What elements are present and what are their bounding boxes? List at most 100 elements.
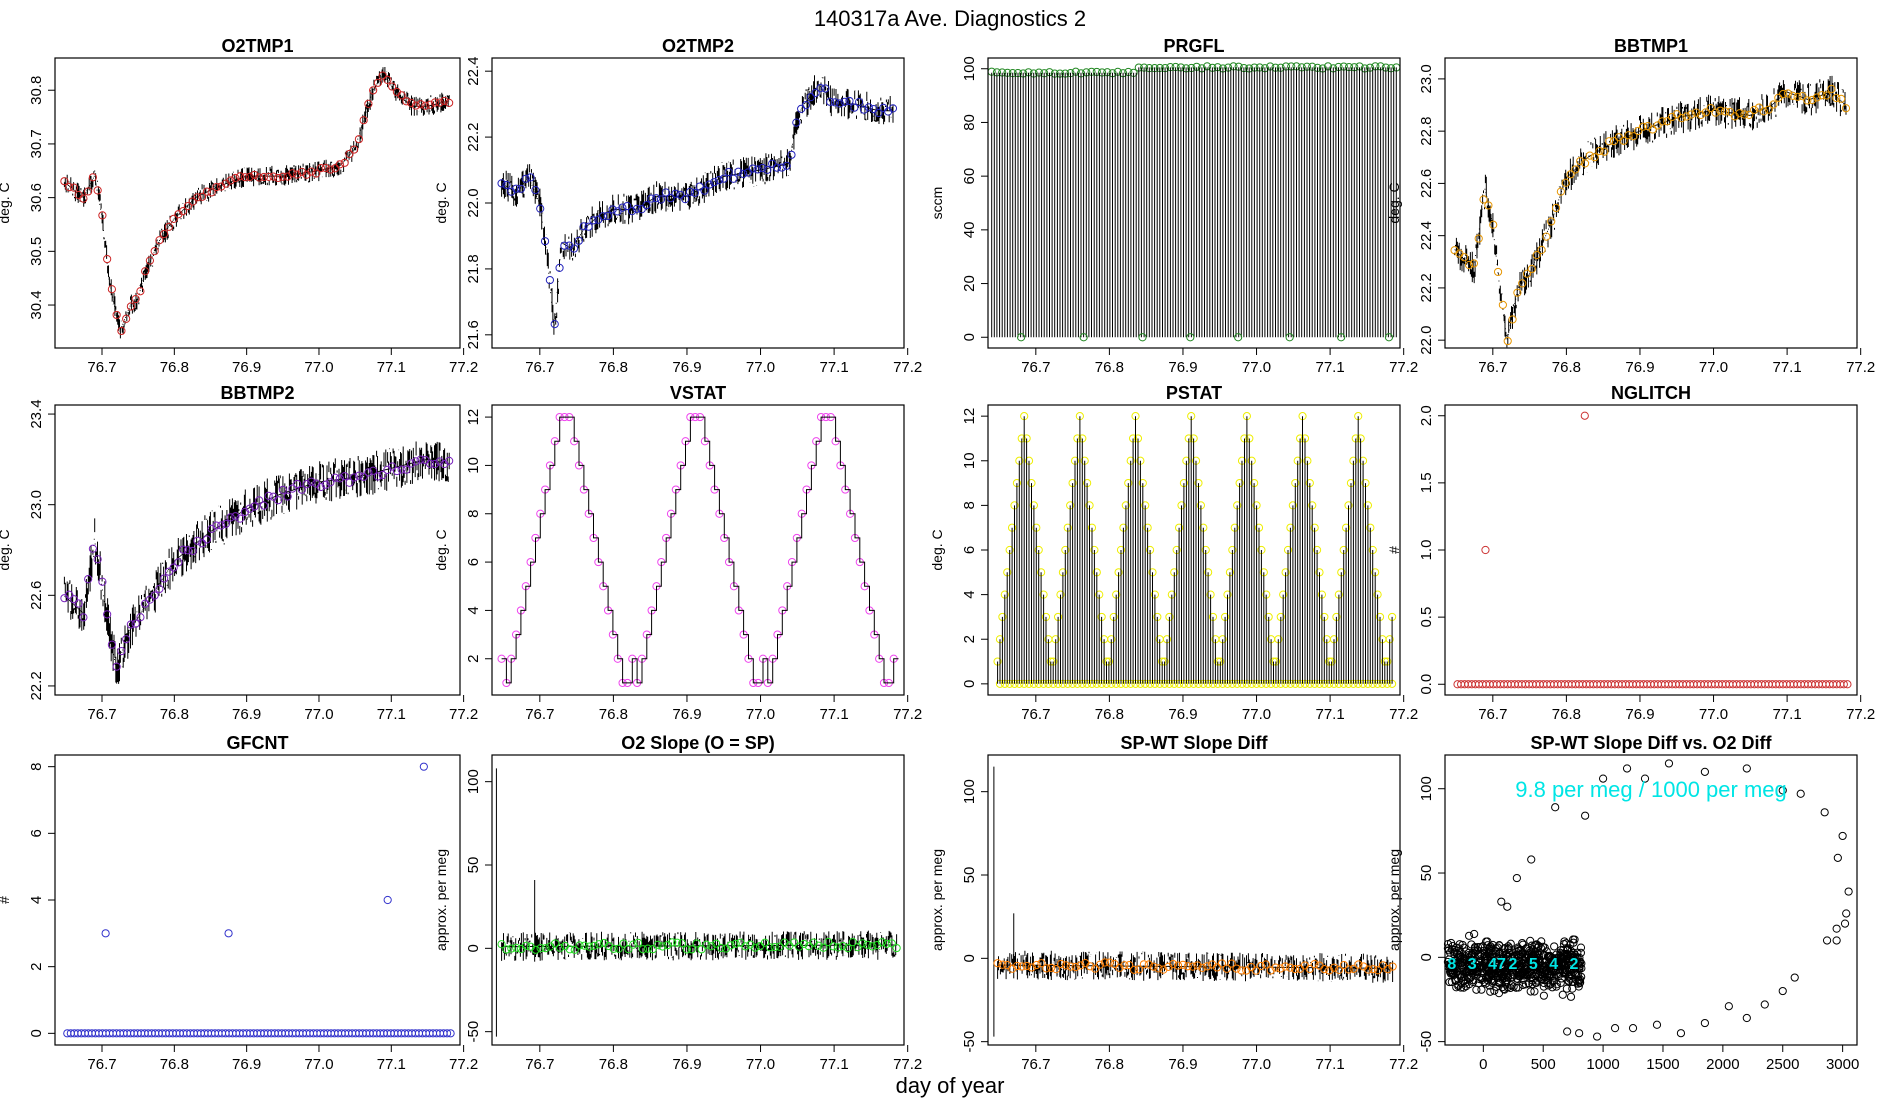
panel-o2tmp2-point bbox=[540, 237, 550, 246]
panel-pstat-plot-area bbox=[993, 412, 1397, 688]
panel-bbtmp2-point bbox=[112, 662, 121, 671]
panel-sp-wt-vs-o2-point bbox=[1539, 982, 1548, 991]
panel-o2tmp2-point bbox=[550, 320, 559, 329]
panel-o2-slope-point bbox=[653, 940, 662, 949]
panel-o2tmp1-point bbox=[107, 285, 117, 294]
panel-sp-wt-vs-o2-point bbox=[1470, 961, 1479, 971]
panel-bbtmp1-point bbox=[1658, 117, 1667, 126]
panel-sp-wt-vs-o2-point bbox=[1833, 853, 1842, 862]
panel-vstat-ytick-label: 4 bbox=[465, 606, 482, 614]
panel-o2tmp2-point bbox=[811, 88, 820, 97]
panel-sp-wt-vs-o2-point bbox=[1526, 987, 1535, 996]
panel-o2tmp1-point bbox=[250, 170, 259, 180]
panel-pstat-bars bbox=[997, 416, 1393, 684]
panel-o2-slope-point bbox=[741, 942, 750, 951]
panel-o2tmp1-ytick-label: 30.5 bbox=[28, 237, 45, 266]
panel-prgfl-ytick-label: 100 bbox=[961, 56, 978, 81]
panel-sp-wt-vs-o2-point bbox=[1539, 991, 1548, 1000]
panel-gfcnt-xtick-label: 76.9 bbox=[232, 1056, 261, 1073]
panel-gfcnt-point bbox=[101, 929, 110, 938]
panel-o2-slope-point bbox=[677, 939, 687, 948]
panel-sp-wt-slope-diff-point bbox=[1144, 960, 1153, 969]
panel-bbtmp1-point bbox=[1508, 315, 1517, 324]
panel-bbtmp1-point bbox=[1667, 112, 1677, 122]
panel-bbtmp2-point bbox=[364, 468, 373, 477]
panel-sp-wt-vs-o2-point bbox=[1527, 855, 1536, 864]
panel-sp-wt-slope-diff-point bbox=[1173, 961, 1183, 970]
panel-sp-wt-vs-o2-point bbox=[1486, 987, 1495, 996]
panel-sp-wt-vs-o2-point bbox=[1610, 1024, 1620, 1033]
panel-o2tmp2-point bbox=[531, 185, 540, 195]
panel-bbtmp1-point bbox=[1759, 107, 1768, 116]
panel-bbtmp2-point bbox=[117, 646, 126, 656]
panel-sp-wt-slope-diff-point bbox=[1183, 962, 1192, 971]
panel-bbtmp2-point bbox=[264, 491, 273, 500]
panel-prgfl: PRGFL sccm 76.7 76.8 76.9 77.0 77.1 77.2 0 20 40 60… bbox=[929, 36, 1418, 376]
panel-gfcnt-point bbox=[442, 1029, 452, 1038]
panel-bbtmp1-point bbox=[1735, 109, 1744, 118]
panel-sp-wt-slope-diff-point bbox=[1193, 961, 1202, 970]
panel-pstat-xtick-label: 77.0 bbox=[1242, 706, 1271, 723]
panel-o2tmp1-xtick-label: 77.0 bbox=[304, 359, 333, 376]
panel-o2tmp2-point bbox=[511, 184, 521, 193]
panel-o2-slope-xtick-label: 77.0 bbox=[746, 1056, 775, 1073]
panel-o2tmp1-ytick-label: 30.6 bbox=[28, 183, 45, 212]
panel-o2-slope-point bbox=[663, 941, 672, 950]
panel-o2tmp1-xtick-label: 76.8 bbox=[160, 359, 189, 376]
panel-o2tmp2-point bbox=[598, 212, 608, 221]
panel-bbtmp2-point bbox=[150, 591, 159, 600]
panel-o2-slope-point bbox=[814, 941, 823, 950]
panel-sp-wt-vs-o2-point bbox=[1724, 1002, 1733, 1011]
panel-vstat-title: VSTAT bbox=[670, 383, 726, 403]
panel-o2tmp1-point bbox=[316, 163, 326, 173]
panel-bbtmp2-point bbox=[283, 492, 292, 501]
panel-bbtmp1-point bbox=[1561, 178, 1570, 187]
panel-sp-wt-vs-o2-point bbox=[1566, 992, 1576, 1001]
panel-sp-wt-vs-o2-point bbox=[1820, 808, 1829, 817]
panel-o2tmp2-point bbox=[642, 201, 651, 210]
panel-sp-wt-vs-o2-point bbox=[1640, 774, 1650, 783]
panel-o2tmp2-point bbox=[608, 205, 617, 214]
panel-bbtmp2-point bbox=[307, 477, 316, 486]
panel-bbtmp1-point bbox=[1653, 121, 1662, 130]
panel-o2tmp1-xtick-label: 77.1 bbox=[377, 359, 406, 376]
panel-sp-wt-slope-diff-point bbox=[1032, 960, 1041, 970]
panel-o2-slope-ytick-label: 0 bbox=[465, 944, 482, 952]
panel-o2-slope-point bbox=[790, 938, 799, 947]
panel-sp-wt-slope-diff-point bbox=[1271, 963, 1280, 972]
panel-o2-slope-point bbox=[565, 945, 574, 954]
panel-o2tmp1-point bbox=[193, 193, 202, 202]
panel-o2tmp1-xtick-label: 76.9 bbox=[232, 359, 261, 376]
panel-sp-wt-vs-o2-point bbox=[1700, 767, 1709, 776]
panel-bbtmp2-xtick-label: 76.9 bbox=[232, 706, 261, 723]
panel-sp-wt-slope-diff-point bbox=[1290, 964, 1300, 974]
panel-bbtmp1-point bbox=[1798, 92, 1807, 101]
panel-bbtmp1-ytick-label: 22.2 bbox=[1418, 273, 1435, 302]
panel-o2tmp2-point bbox=[545, 275, 554, 285]
panel-o2tmp2-point bbox=[695, 182, 704, 191]
panel-sp-wt-vs-o2-point bbox=[1564, 955, 1574, 964]
panel-o2tmp2-point bbox=[859, 105, 869, 114]
panel-sp-wt-vs-o2-point bbox=[1533, 976, 1542, 985]
panel-sp-wt-slope-diff-point bbox=[1071, 962, 1080, 972]
panel-bbtmp1-series-line bbox=[1454, 75, 1847, 348]
panel-pstat-frame bbox=[987, 404, 1401, 696]
panel-bbtmp2-point bbox=[354, 471, 364, 480]
panel-o2tmp1-point bbox=[421, 101, 430, 110]
panel-prgfl-xtick-label: 77.1 bbox=[1316, 359, 1345, 376]
panel-sp-wt-vs-o2-point bbox=[1563, 1027, 1572, 1036]
panel-prgfl-xtick-label: 77.0 bbox=[1242, 359, 1271, 376]
panel-bbtmp2-point bbox=[255, 496, 264, 505]
panel-sp-wt-vs-o2-point bbox=[1510, 952, 1519, 961]
panel-sp-wt-vs-o2-point bbox=[1542, 961, 1551, 970]
panel-o2tmp2-point bbox=[792, 118, 801, 127]
panel-o2tmp1-plot-area bbox=[60, 67, 454, 339]
panel-sp-wt-vs-o2-point bbox=[1515, 946, 1524, 955]
panel-o2tmp1-point bbox=[293, 170, 302, 179]
panel-o2tmp2-point bbox=[801, 101, 811, 110]
panel-bbtmp1-point bbox=[1672, 110, 1681, 119]
panel-sp-wt-vs-o2-point bbox=[1534, 941, 1543, 951]
panel-gfcnt-point bbox=[224, 929, 233, 938]
panel-o2-slope-point bbox=[580, 941, 589, 950]
